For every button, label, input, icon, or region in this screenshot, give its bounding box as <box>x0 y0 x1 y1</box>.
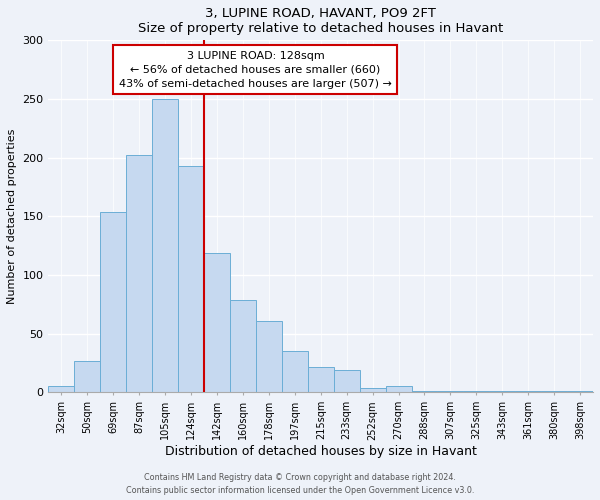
Bar <box>204 252 230 392</box>
X-axis label: Distribution of detached houses by size in Havant: Distribution of detached houses by size … <box>165 445 477 458</box>
Bar <box>412 391 437 392</box>
Bar <box>515 391 541 392</box>
Title: 3, LUPINE ROAD, HAVANT, PO9 2FT
Size of property relative to detached houses in : 3, LUPINE ROAD, HAVANT, PO9 2FT Size of … <box>138 7 503 35</box>
Bar <box>126 156 152 392</box>
Bar <box>256 321 282 392</box>
Bar <box>359 388 386 392</box>
Bar <box>437 391 463 392</box>
Bar <box>334 370 359 392</box>
Bar <box>152 99 178 392</box>
Bar <box>386 386 412 392</box>
Bar <box>541 391 567 392</box>
Text: Contains HM Land Registry data © Crown copyright and database right 2024.
Contai: Contains HM Land Registry data © Crown c… <box>126 474 474 495</box>
Bar <box>567 391 593 392</box>
Bar <box>74 360 100 392</box>
Bar <box>49 386 74 392</box>
Bar <box>308 366 334 392</box>
Bar <box>230 300 256 392</box>
Y-axis label: Number of detached properties: Number of detached properties <box>7 128 17 304</box>
Bar <box>178 166 204 392</box>
Bar <box>463 391 490 392</box>
Bar <box>490 391 515 392</box>
Text: 3 LUPINE ROAD: 128sqm
← 56% of detached houses are smaller (660)
43% of semi-det: 3 LUPINE ROAD: 128sqm ← 56% of detached … <box>119 51 392 89</box>
Bar <box>100 212 126 392</box>
Bar <box>282 352 308 393</box>
